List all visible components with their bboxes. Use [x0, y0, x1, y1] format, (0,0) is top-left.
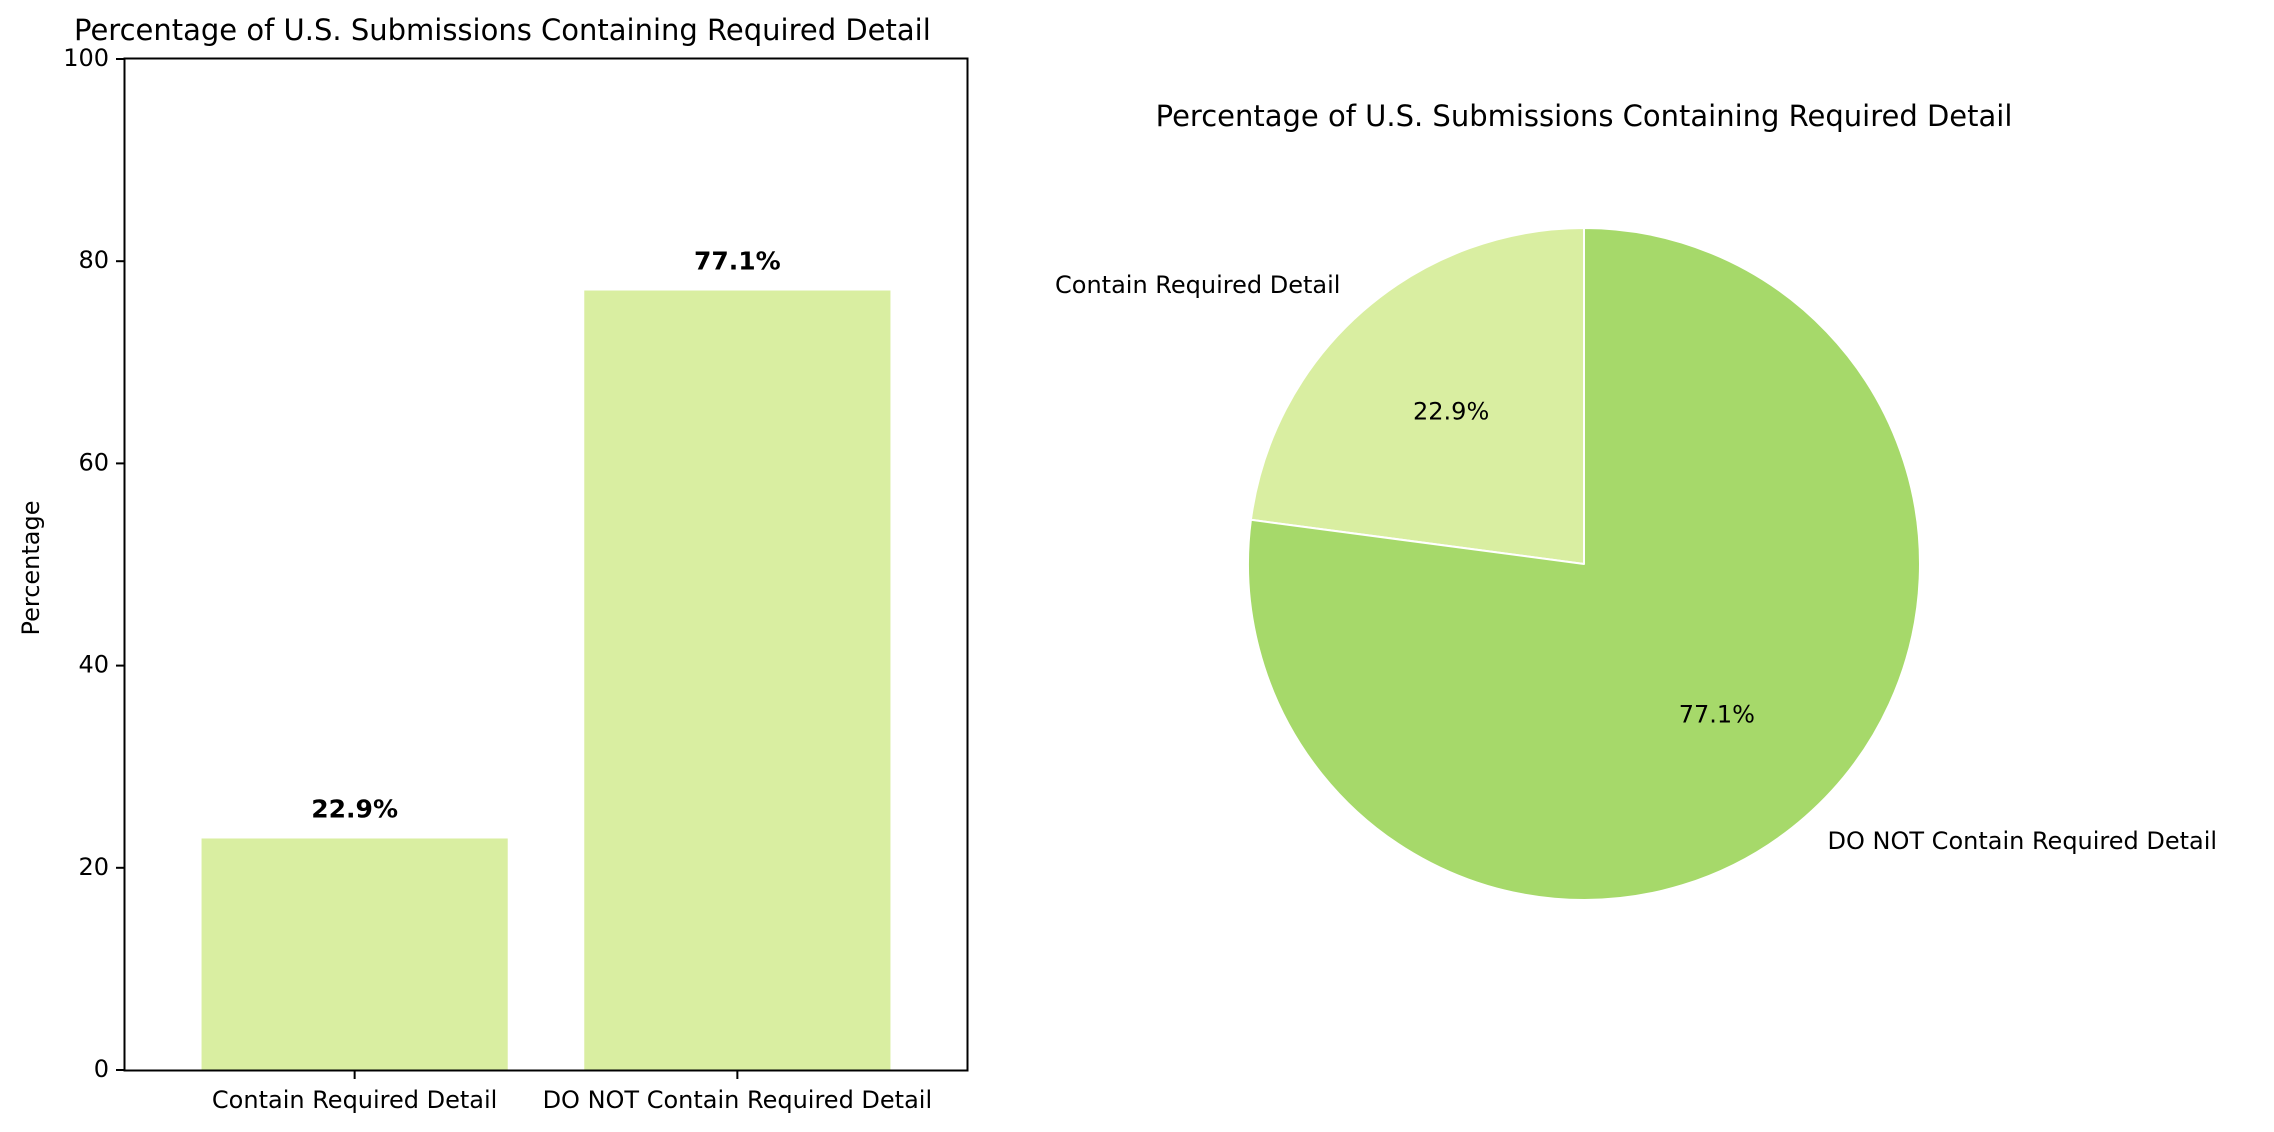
y-ticks: 0 20 40 60 80 100 — [63, 44, 125, 1083]
pie-pct-label: 22.9% — [1413, 397, 1489, 425]
bar-chart: Percentage of U.S. Submissions Containin… — [17, 13, 969, 1114]
y-axis-label: Percentage — [17, 500, 45, 635]
pie-chart: Percentage of U.S. Submissions Containin… — [1055, 99, 2218, 901]
x-tick-label: Contain Required Detail — [212, 1086, 497, 1114]
y-tick-label: 80 — [78, 246, 109, 274]
pie-pct-label: 77.1% — [1679, 701, 1755, 729]
y-tick-label: 0 — [94, 1055, 109, 1083]
x-tick-label: DO NOT Contain Required Detail — [543, 1086, 933, 1114]
bar — [584, 290, 891, 1070]
pie-slices: 22.9% Contain Required Detail 77.1% DO NOT … — [1055, 227, 2218, 901]
pie-slice-label: DO NOT Contain Required Detail — [1828, 827, 2218, 855]
bar-chart-title: Percentage of U.S. Submissions Containin… — [74, 13, 931, 47]
bar-data-label: 22.9% — [311, 794, 398, 823]
pie-slice — [1247, 227, 1921, 901]
plot-frame — [123, 57, 969, 1072]
y-tick-label: 40 — [78, 651, 109, 679]
pie-chart-title: Percentage of U.S. Submissions Containin… — [1156, 99, 2013, 133]
x-ticks: Contain Required Detail DO NOT Contain Re… — [212, 1070, 932, 1114]
pie-slice-label: Contain Required Detail — [1055, 271, 1340, 299]
y-tick-label: 100 — [63, 44, 109, 72]
bar — [201, 838, 508, 1070]
y-tick-label: 60 — [78, 448, 109, 476]
bars: 22.9% 77.1% — [201, 247, 891, 1070]
bar-data-label: 77.1% — [694, 247, 781, 276]
pie-slice — [1249, 227, 1585, 565]
y-tick-label: 20 — [78, 853, 109, 881]
